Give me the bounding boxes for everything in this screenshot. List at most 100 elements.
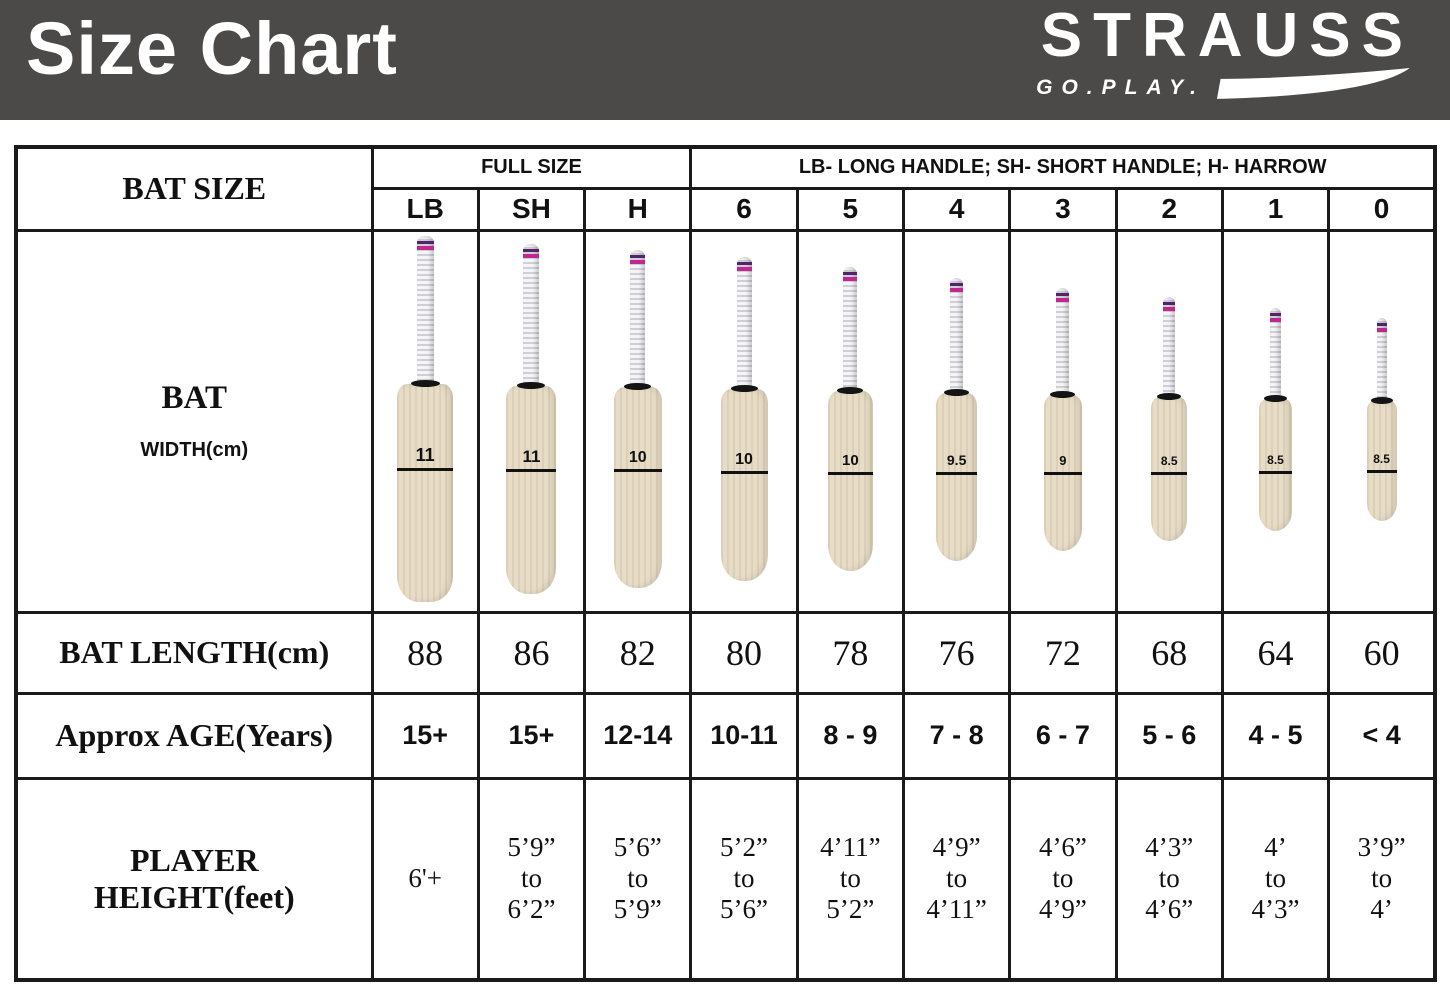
player-height-value: 4’9” to 4’11” bbox=[901, 776, 1012, 982]
player-height-line: 4’9” bbox=[1038, 894, 1087, 925]
bat-label: BAT bbox=[161, 380, 227, 416]
bat-length-value: 82 bbox=[583, 610, 693, 695]
bat-width-value: 8.5 bbox=[1373, 452, 1390, 467]
bat-blade: 11 bbox=[506, 386, 557, 594]
cricket-bat-illustration: 10 bbox=[694, 257, 794, 581]
column-header-2: 2 bbox=[1114, 186, 1224, 232]
bat-blade: 10 bbox=[720, 389, 768, 581]
bat-width-underline bbox=[720, 471, 768, 475]
column-header-0: 0 bbox=[1327, 186, 1437, 232]
player-height-lines: 4’9” to 4’11” bbox=[906, 832, 1006, 925]
grip-stripe-magenta bbox=[736, 267, 752, 271]
approx-age-value: 10-11 bbox=[689, 691, 799, 780]
approx-age-row-label: Approx AGE(Years) bbox=[14, 691, 374, 780]
bat-collar bbox=[1264, 394, 1288, 402]
full-size-group-header: FULL SIZE bbox=[370, 145, 693, 190]
bat-collar bbox=[730, 385, 758, 392]
player-height-line: to bbox=[1052, 863, 1074, 894]
player-height-line: 5’2” bbox=[720, 832, 769, 863]
swoosh-icon bbox=[1216, 68, 1410, 99]
bat-cell-0: 8.5 bbox=[1327, 228, 1437, 614]
grip-stripe-dark bbox=[1163, 302, 1176, 305]
cricket-bat-illustration: 11 bbox=[375, 236, 475, 602]
grip-stripe-dark bbox=[1056, 292, 1070, 296]
bat-width-value: 10 bbox=[841, 452, 859, 470]
top-banner: Size Chart STRAUSS GO.PLAY. bbox=[0, 0, 1450, 120]
grip-stripe-magenta bbox=[843, 277, 858, 281]
player-height-line: 3’9” bbox=[1357, 832, 1406, 863]
bat-cell-3: 9 bbox=[1008, 228, 1118, 614]
approx-age-value: 7 - 8 bbox=[901, 691, 1012, 780]
bat-width-underline bbox=[613, 469, 662, 473]
player-height-line: 4’3” bbox=[1145, 832, 1194, 863]
bat-width-marker: 11 bbox=[397, 445, 454, 472]
approx-age-value: 15+ bbox=[370, 691, 480, 780]
bat-collar bbox=[410, 380, 440, 387]
bat-width-underline bbox=[936, 472, 978, 476]
grip-stripe-magenta bbox=[1056, 297, 1070, 302]
bat-cell-H: 10 bbox=[583, 228, 693, 614]
player-height-value: 4’11” to 5’2” bbox=[795, 776, 905, 982]
bat-width-value: 10 bbox=[628, 449, 647, 467]
bat-width-marker: 11 bbox=[506, 447, 557, 473]
bat-blade: 8.5 bbox=[1259, 398, 1293, 531]
bat-width-underline bbox=[1043, 472, 1082, 476]
cricket-bat-illustration: 11 bbox=[481, 244, 581, 594]
bat-length-value: 86 bbox=[476, 610, 587, 695]
player-height-line: 4’ bbox=[1370, 894, 1393, 925]
bat-width-underline bbox=[1259, 471, 1293, 475]
bat-width-value: 8.5 bbox=[1267, 453, 1284, 468]
player-height-line: 6'+ bbox=[408, 863, 442, 894]
bat-grip bbox=[1376, 317, 1387, 399]
handle-legend-header: LB- LONG HANDLE; SH- SHORT HANDLE; H- HA… bbox=[689, 145, 1437, 190]
player-height-line: 4’6” bbox=[1038, 832, 1087, 863]
column-header-1: 1 bbox=[1220, 186, 1331, 232]
bat-width-value: 8.5 bbox=[1160, 454, 1178, 469]
column-header-LB: LB bbox=[370, 186, 480, 232]
bat-cell-5: 10 bbox=[795, 228, 905, 614]
grip-stripe-magenta bbox=[1270, 317, 1282, 322]
player-height-value: 4’ to 4’3” bbox=[1220, 776, 1331, 982]
grip-stripe-magenta bbox=[1376, 327, 1387, 332]
bat-length-value: 68 bbox=[1114, 610, 1224, 695]
player-height-line: 4’6” bbox=[1145, 894, 1194, 925]
player-height-lines: 5’9” to 6’2” bbox=[481, 832, 581, 925]
bat-width-underline bbox=[397, 468, 454, 472]
bat-collar bbox=[837, 387, 864, 394]
bat-length-value: 80 bbox=[689, 610, 799, 695]
player-height-line: to bbox=[733, 863, 755, 894]
bat-cell-2: 8.5 bbox=[1114, 228, 1224, 614]
player-height-lines: 5’6” to 5’9” bbox=[588, 832, 688, 925]
bat-width-value: 11 bbox=[522, 447, 541, 467]
bat-blade: 10 bbox=[613, 387, 662, 588]
grip-stripe-dark bbox=[1376, 322, 1387, 326]
bat-width-value: 11 bbox=[415, 445, 435, 466]
column-header-4: 4 bbox=[901, 186, 1012, 232]
cricket-bat-illustration: 8.5 bbox=[1225, 307, 1325, 531]
approx-age-value: 6 - 7 bbox=[1008, 691, 1118, 780]
player-height-value: 4’6” to 4’9” bbox=[1008, 776, 1118, 982]
player-height-line: 5’9” bbox=[613, 894, 662, 925]
page-title: Size Chart bbox=[26, 7, 398, 90]
grip-stripe-magenta bbox=[630, 260, 646, 264]
column-header-3: 3 bbox=[1008, 186, 1118, 232]
bat-grip bbox=[950, 277, 964, 391]
brand-name: STRAUSS bbox=[1040, 1, 1414, 70]
bat-length-value: 72 bbox=[1008, 610, 1118, 695]
grip-stripe-dark bbox=[1270, 312, 1282, 316]
bat-width-marker: 8.5 bbox=[1366, 450, 1397, 474]
bat-width-marker: 8.5 bbox=[1151, 452, 1188, 476]
player-height-value: 4’3” to 4’6” bbox=[1114, 776, 1224, 982]
player-height-line: 5’6” bbox=[613, 832, 662, 863]
bat-width-value: 10 bbox=[735, 451, 753, 469]
bat-cell-1: 8.5 bbox=[1220, 228, 1331, 614]
brand-logo: STRAUSS GO.PLAY. bbox=[1036, 0, 1414, 108]
bat-width-marker: 10 bbox=[613, 449, 662, 473]
player-height-value: 3’9” to 4’ bbox=[1327, 776, 1437, 982]
player-height-row-label: PLAYER HEIGHT(feet) bbox=[14, 776, 374, 982]
bat-length-value: 76 bbox=[901, 610, 1012, 695]
bat-width-marker: 9 bbox=[1043, 452, 1082, 476]
column-header-5: 5 bbox=[795, 186, 905, 232]
bat-width-value: 9 bbox=[1059, 453, 1067, 469]
player-height-line: to bbox=[1158, 863, 1180, 894]
